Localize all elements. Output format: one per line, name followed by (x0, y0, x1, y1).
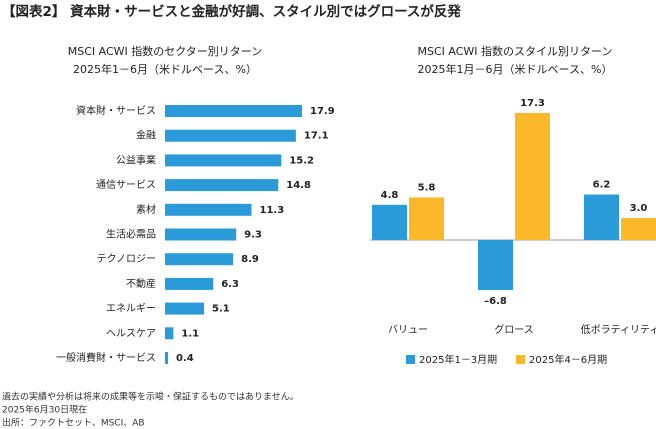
bar (621, 218, 656, 241)
value-label: 14.8 (286, 180, 311, 191)
category-label: 金融 (136, 129, 156, 142)
bar (372, 204, 407, 241)
category-label: 生活必需品 (106, 228, 156, 241)
bar (478, 240, 513, 290)
footnote: 出所：ファクトセット、MSCI、AB (2, 417, 145, 429)
bar (165, 179, 279, 192)
chart-title: MSCI ACWI 指数のセクター別リターン (68, 44, 263, 58)
category-label: ヘルスケア (106, 327, 156, 339)
value-label: 15.2 (289, 155, 314, 166)
value-label: 5.1 (212, 304, 230, 315)
bar (165, 105, 302, 117)
chart-subtitle: 2025年1月－6月（米ドルベース、%） (418, 62, 613, 76)
bar (584, 194, 619, 241)
value-label: 17.1 (304, 131, 329, 142)
bar (409, 197, 444, 241)
category-label: 資本財・サービス (76, 104, 156, 117)
value-label: 11.3 (259, 205, 284, 216)
bar (165, 253, 234, 266)
legend-swatch (516, 355, 525, 364)
bar (165, 302, 205, 315)
bar (515, 113, 550, 241)
value-label: 9.3 (244, 230, 262, 241)
category-label: 不動産 (126, 277, 156, 290)
value-label: –6.8 (484, 296, 507, 307)
category-label: グロース (494, 323, 534, 336)
category-label: バリュー (388, 324, 428, 336)
value-label: 6.2 (593, 180, 611, 191)
footnote: 過去の実績や分析は将来の成果等を示唆・保証するものではありません。 (2, 391, 299, 403)
bar (165, 203, 252, 216)
value-label: 5.8 (418, 182, 436, 193)
legend-label: 2025年4－6月期 (529, 353, 607, 366)
footnote: 2025年6月30日現在 (2, 404, 87, 416)
category-label: 公益事業 (116, 153, 156, 166)
category-label: 通信サービス (96, 179, 156, 191)
legend-swatch (406, 355, 415, 364)
category-label: テクノロジー (97, 253, 156, 265)
bar (165, 352, 169, 364)
value-label: 1.1 (181, 328, 199, 339)
value-label: 8.9 (241, 254, 259, 265)
value-label: 17.9 (310, 106, 335, 117)
value-label: 3.0 (630, 203, 648, 214)
bar (165, 327, 174, 340)
bar (165, 277, 214, 290)
category-label: 素材 (136, 203, 156, 216)
category-label: エネルギー (106, 303, 156, 315)
category-label: 低ボラティリティ (581, 323, 656, 336)
chart-subtitle: 2025年1－6月（米ドルベース、%） (73, 62, 257, 76)
value-label: 4.8 (381, 190, 399, 201)
bar (165, 129, 296, 142)
bar (165, 154, 282, 167)
page-title: 【図表2】 資本財・サービスと金融が好調、スタイル別ではグロースが反発 (2, 3, 461, 20)
category-label: 一般消費財・サービス (56, 351, 156, 364)
bar (165, 228, 237, 241)
value-label: 6.3 (221, 279, 239, 290)
legend-label: 2025年1－3月期 (419, 353, 497, 366)
chart-title: MSCI ACWI 指数のスタイル別リターン (418, 44, 613, 58)
value-label: 0.4 (176, 353, 194, 364)
value-label: 17.3 (520, 98, 545, 109)
